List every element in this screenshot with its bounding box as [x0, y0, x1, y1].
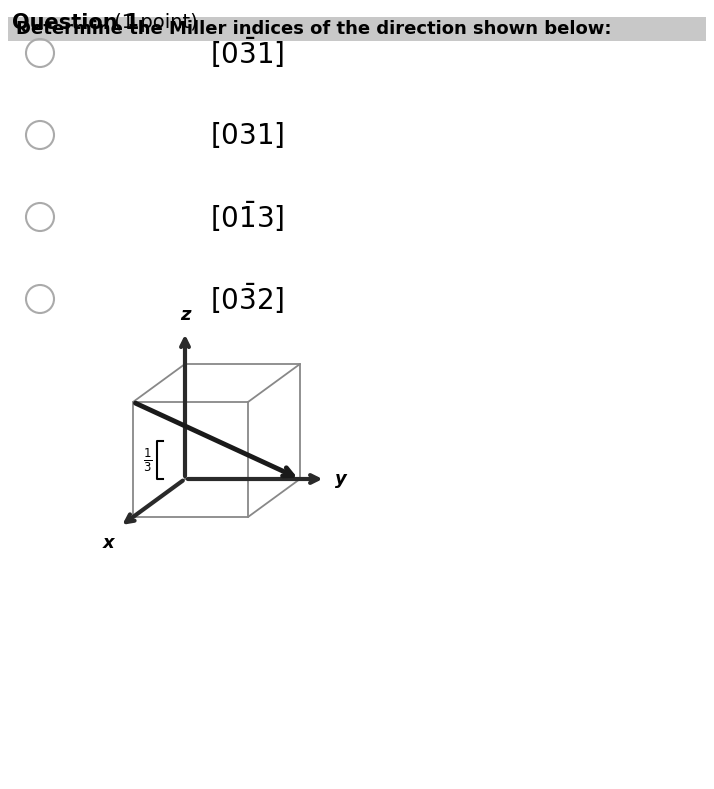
- Text: x: x: [102, 534, 114, 552]
- Text: $[031]$: $[031]$: [210, 120, 284, 150]
- Text: z: z: [180, 306, 190, 323]
- Text: Question 1: Question 1: [12, 13, 139, 33]
- Text: $[0\bar{1}3]$: $[0\bar{1}3]$: [210, 200, 284, 234]
- Text: (1 point): (1 point): [108, 13, 198, 32]
- Text: y: y: [336, 470, 347, 488]
- Text: $\frac{1}{3}$: $\frac{1}{3}$: [143, 446, 152, 473]
- FancyBboxPatch shape: [8, 17, 706, 41]
- Text: $[0\bar{3}1]$: $[0\bar{3}1]$: [210, 36, 284, 70]
- Text: $[0\bar{3}2]$: $[0\bar{3}2]$: [210, 282, 284, 316]
- Text: Determine the Miller indices of the direction shown below:: Determine the Miller indices of the dire…: [16, 20, 611, 38]
